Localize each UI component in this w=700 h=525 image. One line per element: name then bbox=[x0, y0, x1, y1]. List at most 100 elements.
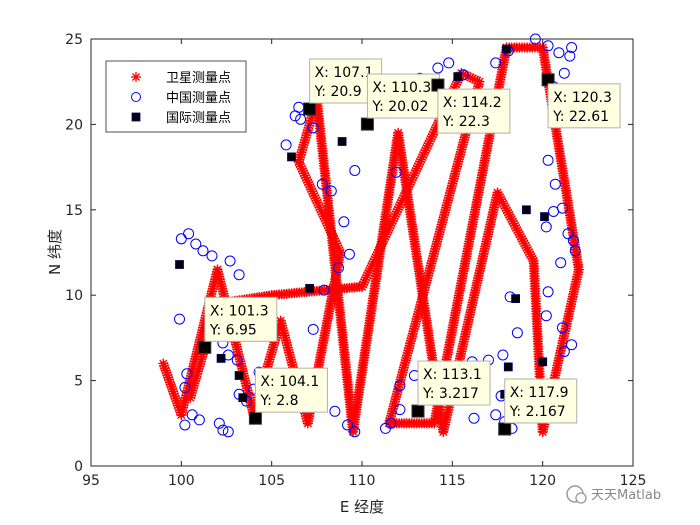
intl-point bbox=[538, 357, 548, 367]
datatip-anchor bbox=[303, 102, 317, 116]
datatip-anchor bbox=[411, 404, 425, 418]
china-point bbox=[540, 310, 552, 322]
y-tick-label: 5 bbox=[74, 374, 83, 390]
china-point bbox=[190, 238, 202, 250]
datatip-y-text: Y: 22.61 bbox=[552, 109, 609, 125]
legend-label-china: 中国测量点 bbox=[166, 91, 231, 106]
china-point bbox=[343, 248, 355, 260]
china-point bbox=[329, 405, 341, 417]
china-point bbox=[553, 47, 565, 59]
intl-point bbox=[234, 371, 244, 380]
china-point bbox=[318, 284, 330, 296]
intl-point bbox=[503, 362, 513, 372]
datatip: X: 120.3 Y: 22.61 bbox=[547, 83, 621, 129]
china-point bbox=[333, 262, 344, 274]
china-point bbox=[295, 113, 307, 125]
x-tick-label: 120 bbox=[529, 473, 556, 489]
china-point bbox=[316, 178, 328, 190]
china-point bbox=[338, 216, 350, 228]
china-point bbox=[390, 166, 402, 178]
datatip-box bbox=[254, 367, 328, 413]
china-point bbox=[432, 62, 444, 74]
china-point bbox=[558, 67, 570, 79]
china-point bbox=[213, 417, 225, 429]
legend-box bbox=[105, 60, 247, 133]
y-tick-label: 0 bbox=[74, 459, 83, 475]
china-point bbox=[490, 57, 502, 69]
intl-point bbox=[305, 283, 315, 293]
china-point bbox=[385, 417, 397, 429]
china-point bbox=[542, 286, 554, 298]
intl-point bbox=[287, 152, 296, 162]
china-point bbox=[569, 245, 581, 257]
china-point bbox=[197, 245, 209, 257]
datatip: X: 101.3 Y: 6.95 bbox=[204, 296, 278, 342]
china-point bbox=[349, 426, 361, 438]
datatip-y-text: Y: 2.8 bbox=[259, 393, 298, 409]
x-tick-label: 105 bbox=[258, 473, 285, 489]
intl-point bbox=[216, 353, 226, 363]
china-point bbox=[542, 154, 554, 166]
x-tick-label: 110 bbox=[349, 473, 376, 489]
china-point bbox=[224, 255, 236, 267]
china-point bbox=[280, 139, 292, 151]
china-point bbox=[193, 414, 205, 426]
china-point bbox=[566, 42, 578, 53]
intl-point bbox=[175, 260, 184, 269]
china-point bbox=[325, 185, 337, 197]
x-tick-label: 100 bbox=[168, 473, 195, 489]
x-tick-label: 115 bbox=[439, 473, 466, 489]
datatip-y-text: Y: 2.167 bbox=[509, 404, 566, 420]
datatip-anchor bbox=[198, 340, 212, 354]
datatip-x-text: X: 114.2 bbox=[443, 95, 502, 111]
wechat-icon-inner bbox=[575, 492, 587, 504]
y-tick-label: 20 bbox=[65, 117, 83, 133]
intl-point bbox=[540, 212, 549, 222]
intl-point bbox=[502, 44, 511, 54]
china-point bbox=[307, 122, 319, 134]
datatip: X: 104.1 Y: 2.8 bbox=[254, 367, 328, 413]
china-point bbox=[497, 349, 509, 361]
watermark: 天天Matlab bbox=[566, 485, 661, 504]
china-point bbox=[558, 346, 570, 358]
china-point bbox=[443, 57, 455, 69]
legend-star-marker bbox=[131, 72, 141, 82]
china-point bbox=[394, 404, 406, 416]
datatip-y-text: Y: 20.02 bbox=[371, 99, 428, 115]
legend: 卫星测量点 中国测量点 国际测量点 bbox=[105, 60, 247, 133]
china-point bbox=[349, 165, 361, 176]
china-point bbox=[549, 178, 561, 190]
x-tick-label: 125 bbox=[620, 473, 647, 489]
tick-labels: 95 100 105 110 115 120 125 0 5 10 15 20 25 bbox=[65, 32, 646, 489]
legend-label-intl: 国际测量点 bbox=[166, 111, 231, 126]
intl-point bbox=[238, 393, 248, 403]
china-point bbox=[175, 233, 187, 245]
china-point bbox=[231, 354, 243, 366]
intl-point bbox=[453, 72, 463, 81]
china-point bbox=[394, 380, 406, 392]
datatip: X: 117.9 Y: 2.167 bbox=[504, 378, 578, 424]
datatip-box bbox=[417, 360, 491, 406]
china-point bbox=[174, 313, 185, 325]
intl-point bbox=[337, 137, 347, 146]
china-point bbox=[490, 409, 502, 421]
china-point bbox=[179, 419, 191, 431]
china-point bbox=[342, 419, 353, 431]
watermark-text: 天天Matlab bbox=[591, 488, 661, 503]
datatip-box bbox=[547, 83, 621, 129]
datatip-y-text: Y: 22.3 bbox=[442, 114, 490, 130]
china-point bbox=[557, 202, 568, 214]
datatip-anchor bbox=[360, 117, 374, 131]
china-point bbox=[206, 250, 218, 262]
china-point bbox=[181, 368, 193, 380]
datatip-box bbox=[437, 88, 511, 134]
china-point bbox=[557, 322, 568, 334]
datatip-x-text: X: 113.1 bbox=[423, 367, 482, 383]
x-tick-label: 95 bbox=[82, 473, 100, 489]
datatip-x-text: X: 110.3 bbox=[372, 80, 431, 96]
datatip-x-text: X: 120.3 bbox=[553, 90, 612, 106]
china-point bbox=[566, 339, 578, 351]
china-point bbox=[564, 50, 576, 62]
legend-square-marker bbox=[131, 112, 141, 122]
